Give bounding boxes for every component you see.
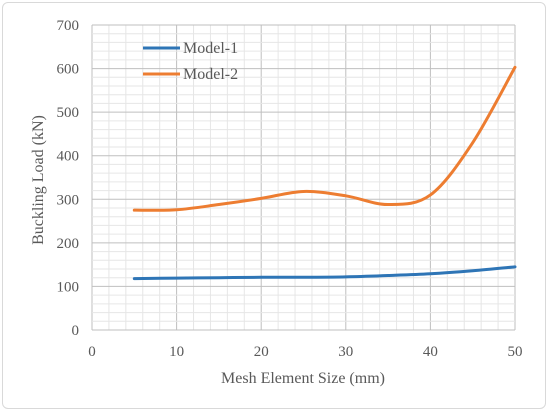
y-tick-label: 500	[57, 105, 80, 121]
legend: Model-1 Model-2	[143, 40, 238, 83]
legend-label-model-1: Model-1	[183, 40, 238, 57]
y-axis-ticks: 0 100 200 300 400 500 600 700	[57, 18, 80, 339]
x-tick-label: 30	[338, 344, 353, 360]
y-tick-label: 400	[57, 149, 80, 165]
x-tick-label: 10	[169, 344, 184, 360]
legend-label-model-2: Model-2	[183, 66, 238, 83]
series-lines	[132, 65, 517, 281]
x-tick-label: 0	[88, 344, 96, 360]
x-tick-label: 50	[508, 344, 523, 360]
y-tick-label: 200	[57, 236, 80, 252]
y-tick-label: 0	[72, 323, 80, 339]
y-tick-label: 300	[57, 192, 80, 208]
series-line-model-2	[132, 65, 517, 212]
x-axis-ticks: 0 10 20 30 40 50	[88, 344, 522, 360]
x-axis-label: Mesh Element Size (mm)	[221, 370, 385, 387]
series-line-model-1	[132, 265, 517, 281]
y-tick-label: 600	[57, 62, 80, 78]
y-axis-label: Buckling Load (kN)	[30, 115, 47, 245]
x-tick-label: 20	[254, 344, 269, 360]
y-tick-label: 700	[57, 18, 80, 34]
chart-frame	[2, 2, 546, 409]
y-tick-label: 100	[57, 279, 80, 295]
grid	[91, 24, 516, 331]
x-tick-label: 40	[423, 344, 438, 360]
